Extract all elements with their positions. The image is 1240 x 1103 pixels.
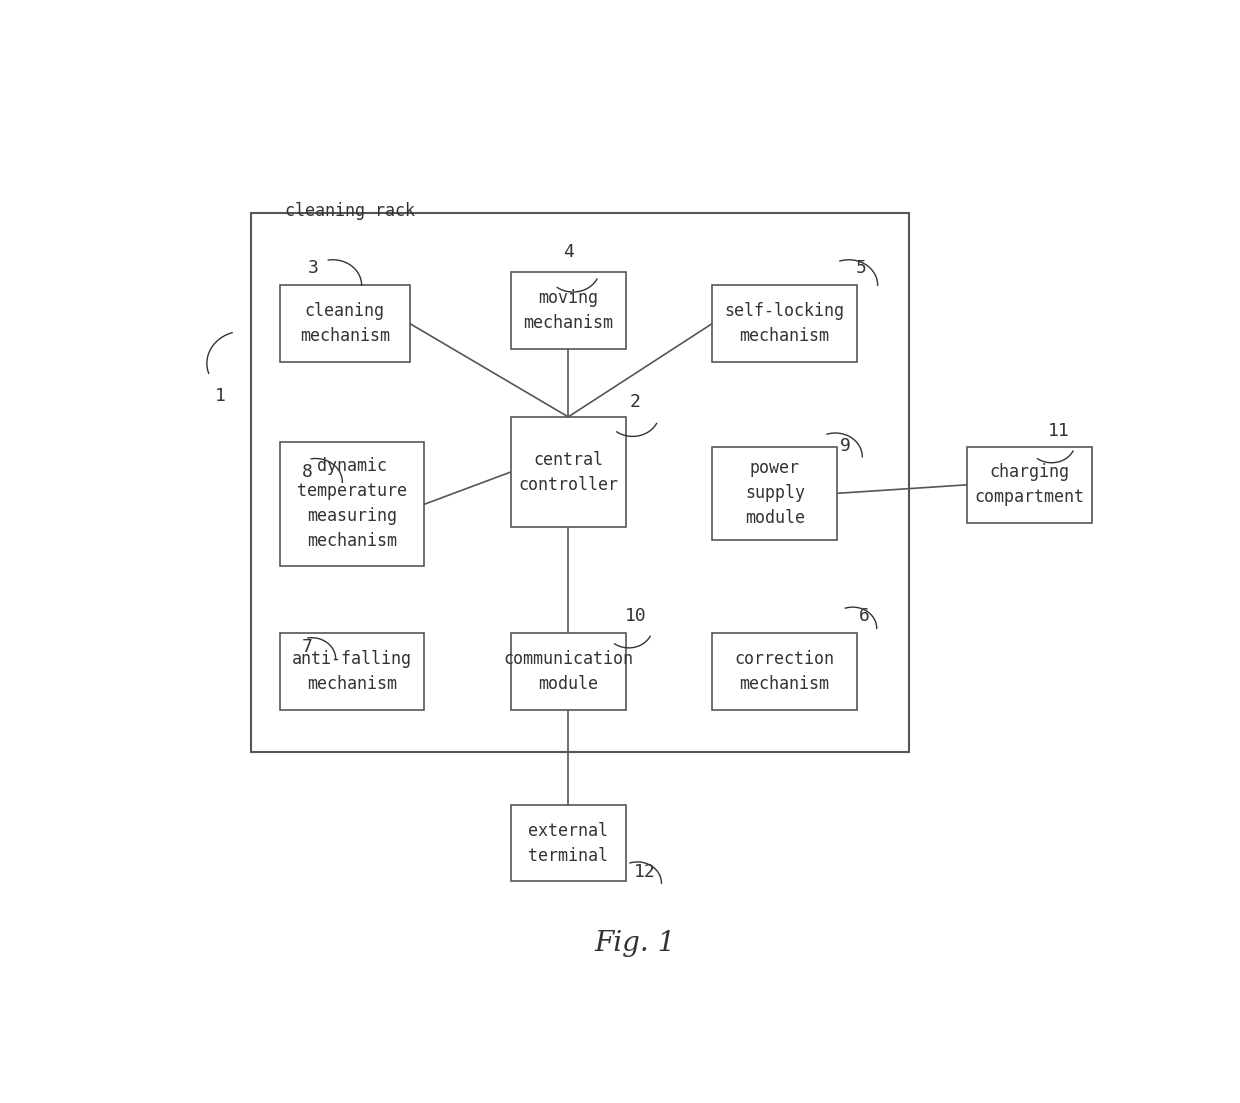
Bar (712, 286, 857, 362)
Text: self-locking
mechanism: self-locking mechanism (724, 302, 844, 345)
Text: cleaning rack: cleaning rack (285, 202, 414, 219)
Text: charging
compartment: charging compartment (975, 463, 1085, 506)
Text: 4: 4 (563, 244, 574, 261)
Text: external
terminal: external terminal (528, 822, 609, 865)
Text: communication
module: communication module (503, 650, 634, 693)
Bar (511, 805, 626, 881)
Text: dynamic
temperature
measuring
mechanism: dynamic temperature measuring mechanism (298, 458, 407, 550)
Text: 3: 3 (308, 259, 319, 277)
Bar (511, 417, 626, 527)
Bar (250, 213, 909, 752)
Text: anti-falling
mechanism: anti-falling mechanism (291, 650, 412, 693)
Text: Fig. 1: Fig. 1 (595, 930, 676, 957)
Text: 9: 9 (839, 437, 851, 456)
Bar (511, 272, 626, 349)
Text: 6: 6 (859, 607, 869, 625)
Text: 7: 7 (301, 639, 312, 656)
Text: 12: 12 (634, 864, 656, 881)
Text: 11: 11 (1048, 421, 1069, 440)
Text: 1: 1 (215, 387, 226, 405)
Bar (280, 442, 424, 566)
Text: moving
mechanism: moving mechanism (523, 289, 614, 332)
Text: central
controller: central controller (518, 451, 619, 493)
Text: 8: 8 (301, 462, 312, 481)
Bar (712, 447, 837, 540)
Text: 10: 10 (625, 607, 646, 625)
Bar (712, 633, 857, 710)
Bar (967, 447, 1092, 523)
Text: 5: 5 (856, 259, 867, 277)
Text: cleaning
mechanism: cleaning mechanism (300, 302, 389, 345)
Text: 2: 2 (630, 393, 641, 411)
Bar (280, 633, 424, 710)
Text: power
supply
module: power supply module (745, 459, 805, 527)
Bar (280, 286, 409, 362)
Bar (511, 633, 626, 710)
Text: correction
mechanism: correction mechanism (734, 650, 835, 693)
